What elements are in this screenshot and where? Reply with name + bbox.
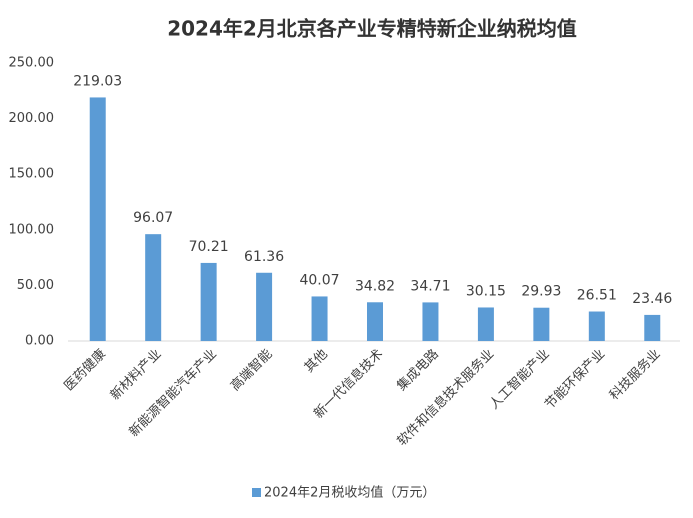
- data-label: 29.93: [521, 284, 561, 300]
- data-label: 96.07: [133, 210, 173, 226]
- bar: [477, 307, 494, 341]
- y-tick-label: 250.00: [9, 56, 55, 71]
- data-label: 70.21: [189, 239, 229, 255]
- data-label: 40.07: [299, 272, 339, 288]
- data-label: 23.46: [632, 291, 672, 307]
- data-label: 34.82: [355, 278, 395, 294]
- bar: [256, 272, 273, 341]
- bar: [145, 234, 162, 341]
- bar: [644, 314, 661, 341]
- data-label: 219.03: [73, 73, 122, 89]
- bar: [311, 296, 328, 341]
- bar: [89, 97, 106, 342]
- data-label: 34.71: [410, 278, 450, 294]
- y-tick-label: 0.00: [25, 334, 54, 349]
- chart-title: 2024年2月北京各产业专精特新企业纳税均值: [167, 17, 577, 41]
- data-label: 30.15: [466, 283, 506, 299]
- bar: [588, 311, 605, 341]
- bar: [533, 307, 550, 341]
- bar: [367, 302, 383, 341]
- bar: [422, 302, 439, 341]
- y-tick-label: 50.00: [17, 278, 54, 293]
- legend-swatch: [252, 488, 261, 497]
- y-tick-label: 150.00: [9, 167, 55, 182]
- y-tick-label: 200.00: [9, 111, 55, 126]
- data-label: 61.36: [244, 249, 284, 265]
- legend-label: 2024年2月税收均值（万元）: [264, 485, 435, 501]
- y-tick-label: 100.00: [9, 222, 55, 237]
- bar: [200, 262, 217, 341]
- data-label: 26.51: [577, 288, 617, 304]
